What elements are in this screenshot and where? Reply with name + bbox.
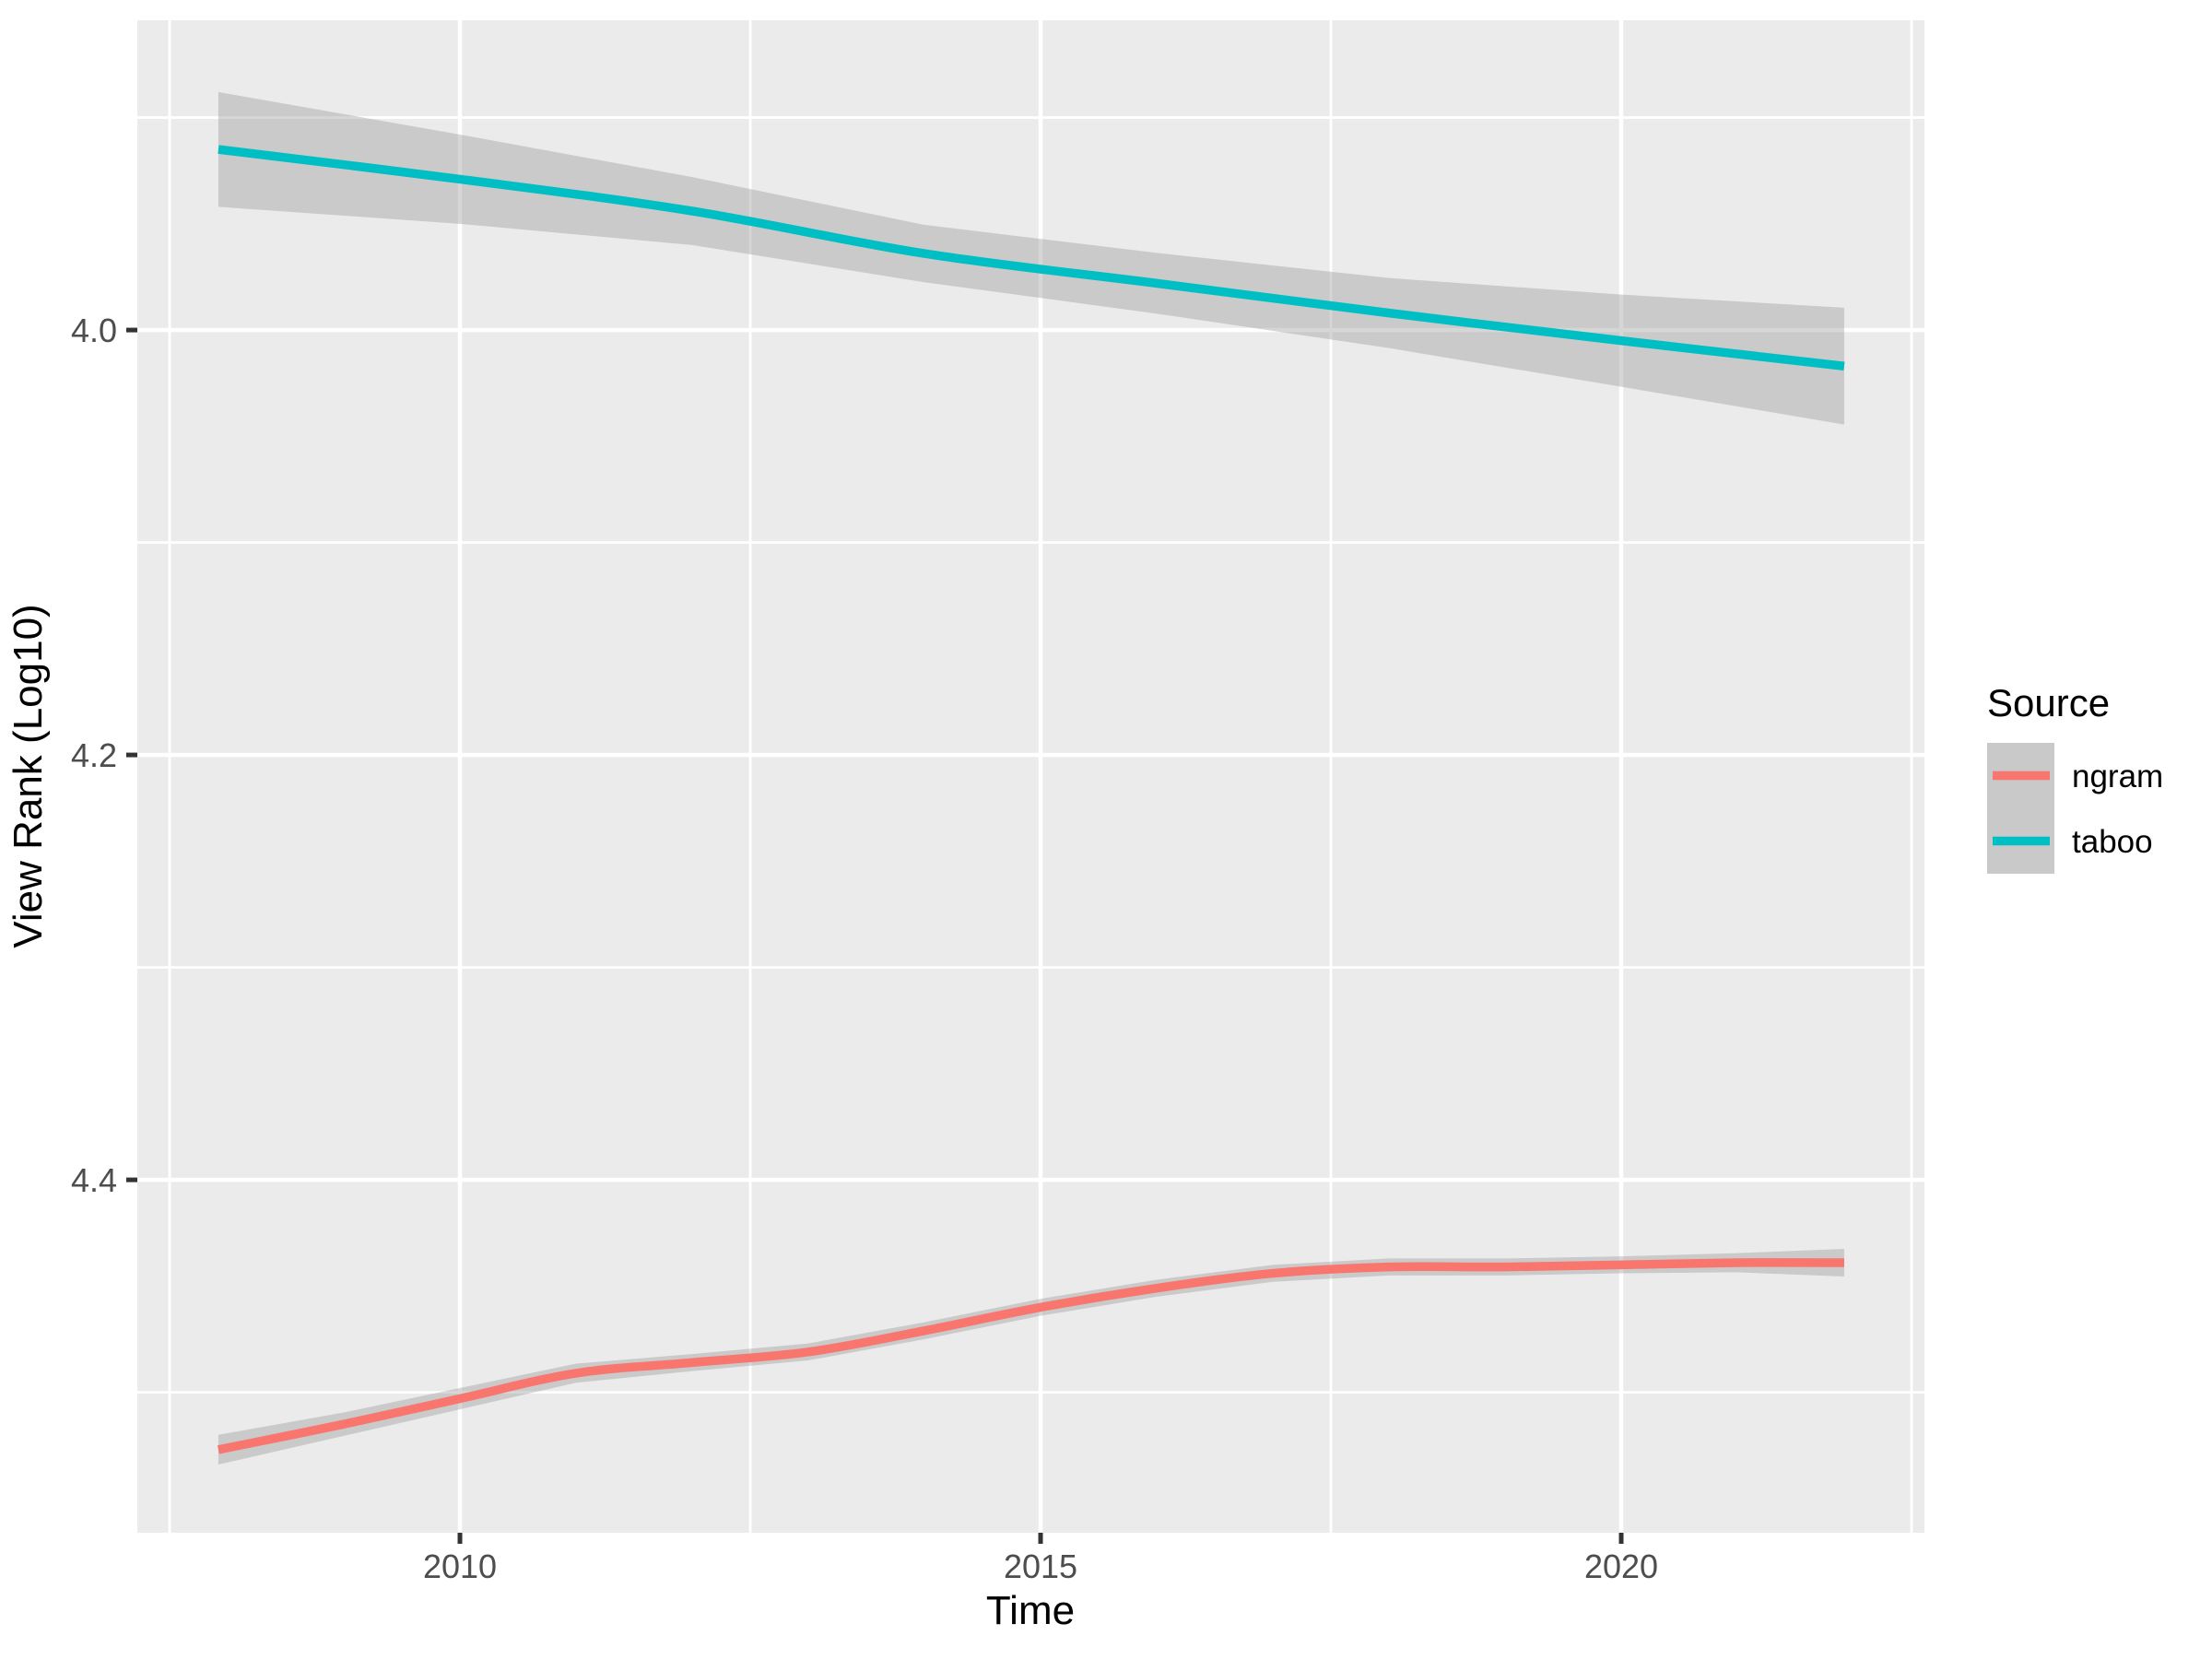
y-tick-label: 4.0 [71,312,117,349]
y-axis-title: View Rank (Log10) [6,604,51,947]
legend-entry-taboo[interactable]: taboo [1987,808,2153,874]
ribbon-ngram [218,1249,1844,1465]
gridlines-minor [137,20,1924,1533]
ribbon-taboo [218,91,1844,425]
confidence-ribbons [218,91,1844,1465]
legend-entry-ngram[interactable]: ngram [1987,743,2163,808]
y-tick-label: 4.4 [71,1161,117,1199]
x-tick-label: 2020 [1584,1547,1658,1585]
line-taboo [218,145,1845,371]
smoothed-lines [218,145,1845,1454]
line-ngram [218,1258,1844,1454]
legend: Source ngram taboo [1987,681,2163,874]
x-axis-title: Time [986,1588,1075,1633]
legend-label-taboo: taboo [2072,824,2153,860]
axis-tick-labels: 2010 2015 2020 4.0 4.2 4.4 [71,312,1658,1585]
axis-tick-marks [126,327,1624,1544]
x-tick-label: 2015 [1004,1547,1077,1585]
x-tick-label: 2010 [423,1547,497,1585]
gridlines-major [137,20,1924,1533]
y-tick-label: 4.2 [71,736,117,774]
legend-label-ngram: ngram [2072,759,2163,794]
legend-title: Source [1987,681,2110,724]
